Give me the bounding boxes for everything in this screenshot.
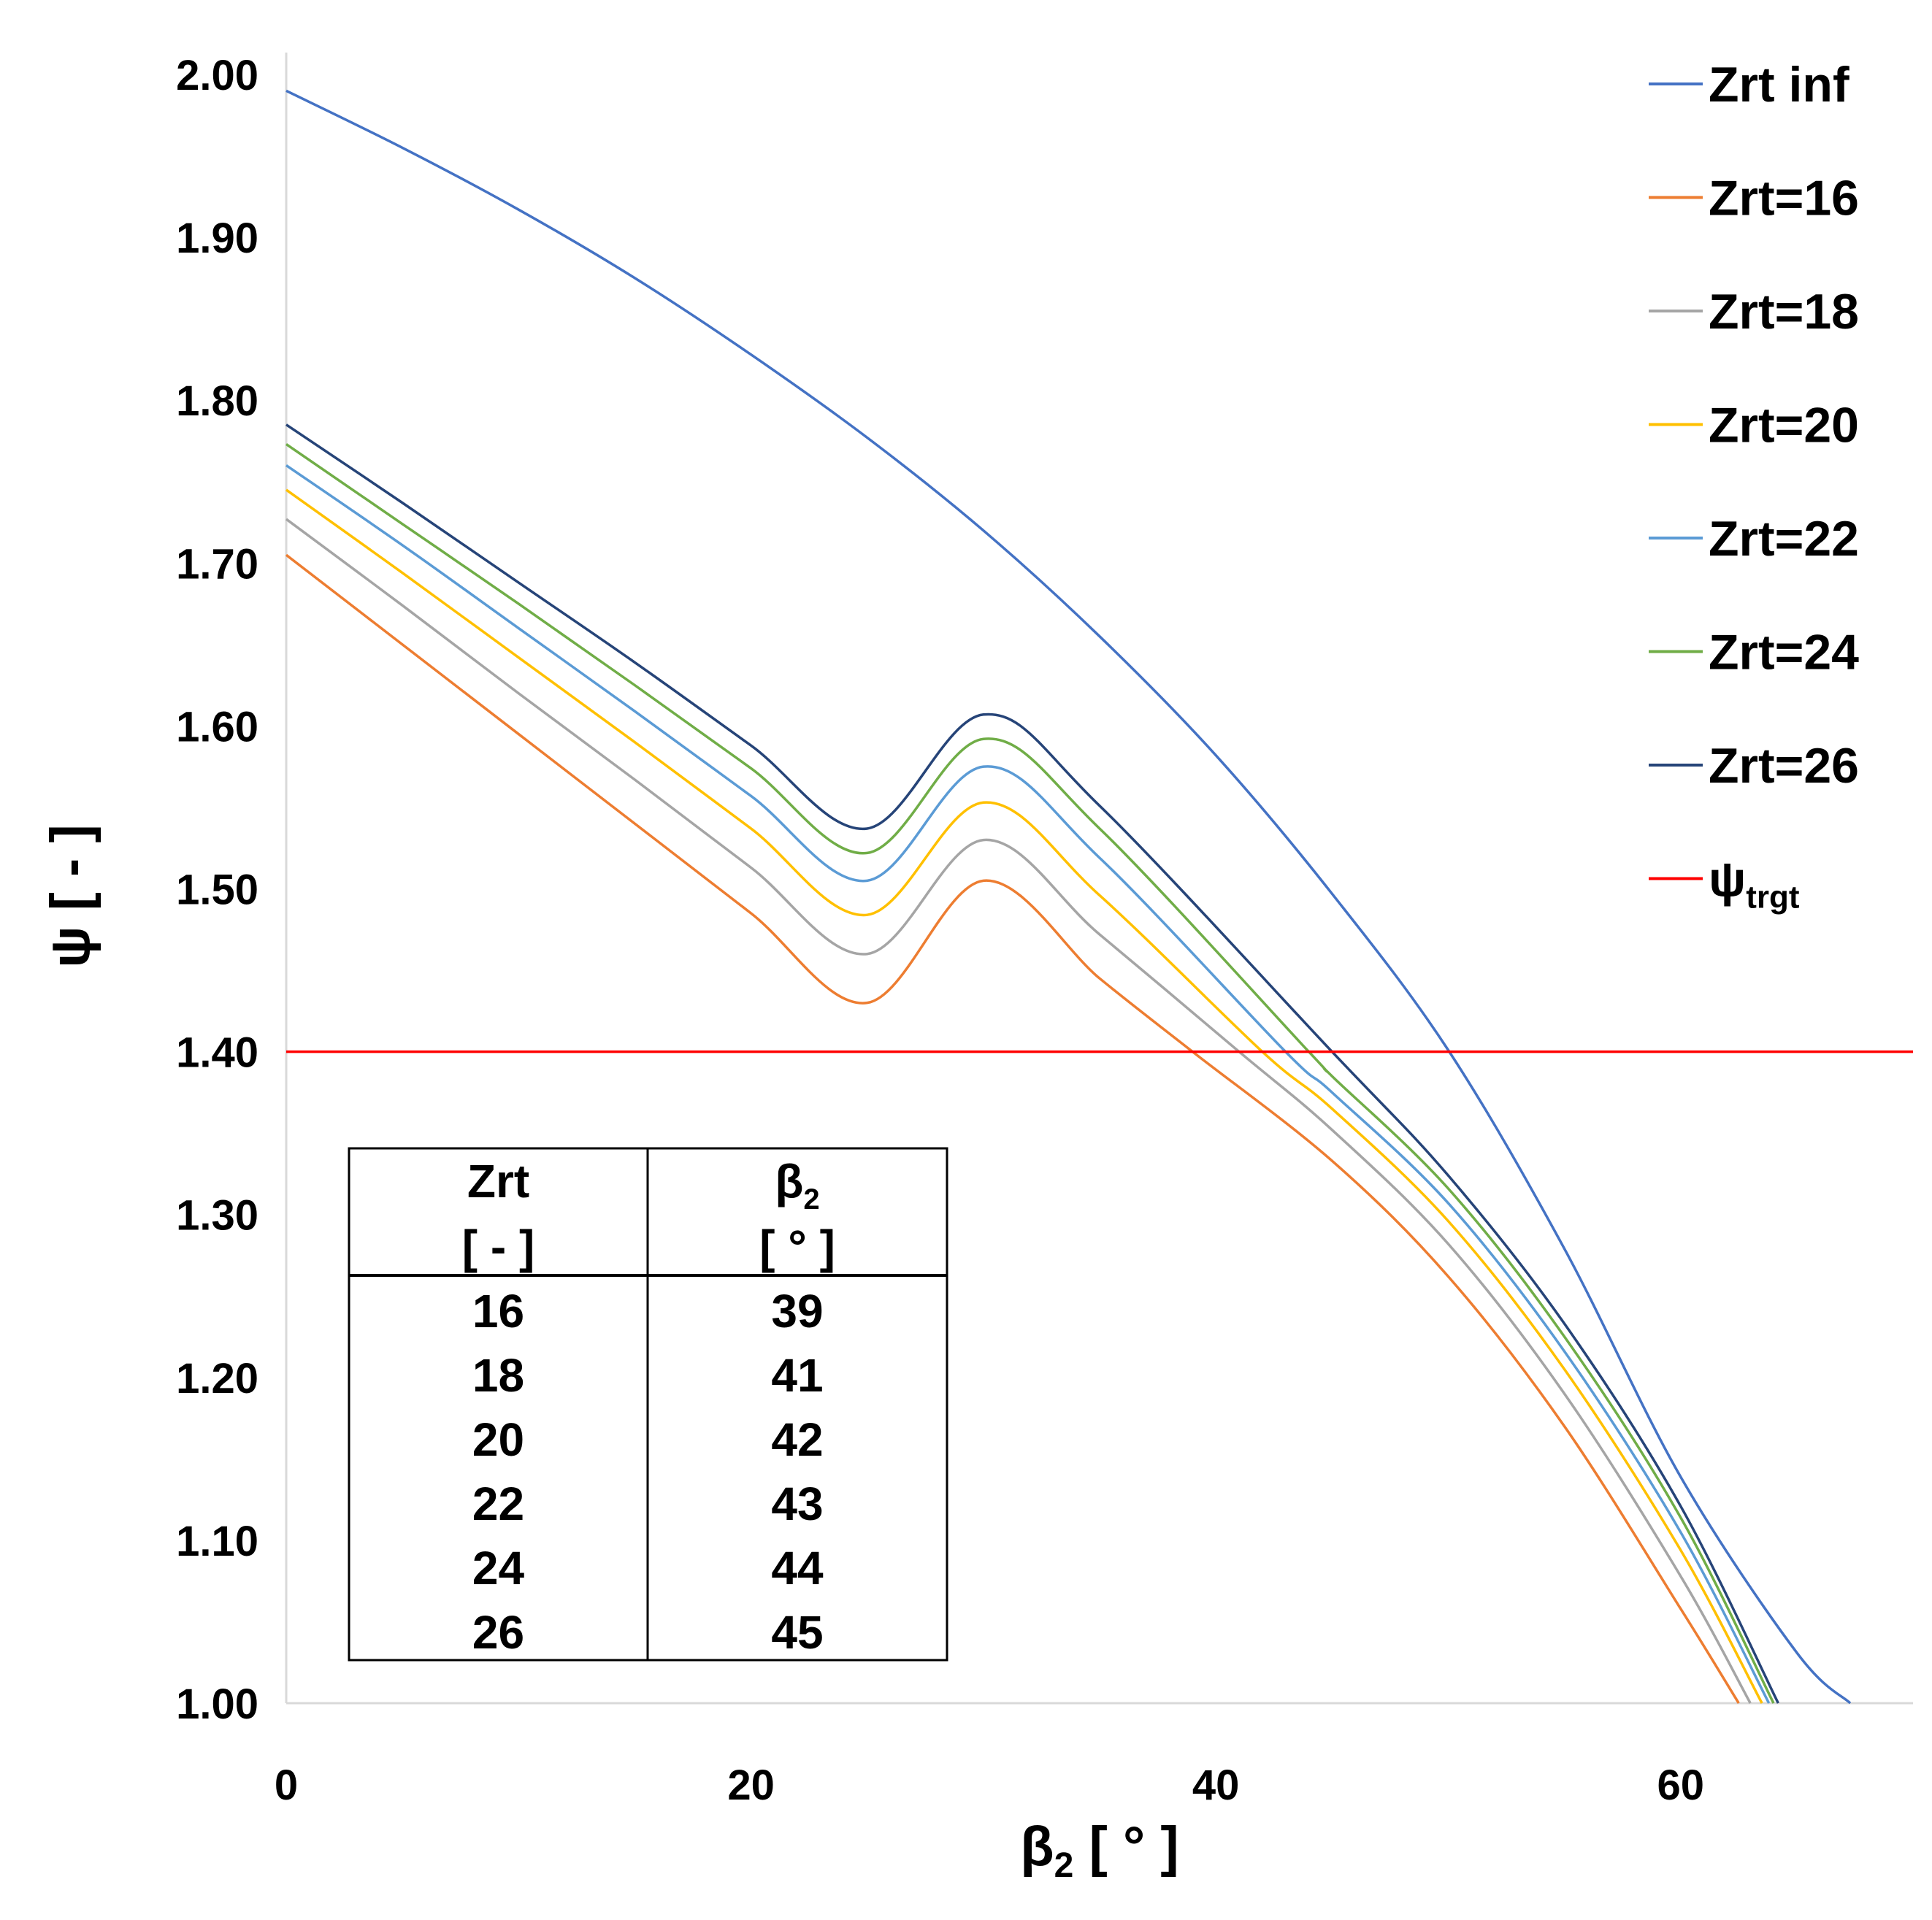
y-tick-label: 1.10 bbox=[176, 1518, 258, 1565]
inset-cell-beta2: 43 bbox=[771, 1478, 823, 1530]
inset-cell-beta2: 39 bbox=[771, 1285, 823, 1337]
inset-cell-zrt: 26 bbox=[472, 1606, 524, 1659]
y-tick-label: 1.00 bbox=[176, 1681, 258, 1728]
x-tick-label: 0 bbox=[275, 1762, 298, 1809]
inset-cell-zrt: 20 bbox=[472, 1413, 524, 1466]
inset-header-label: Zrt bbox=[467, 1155, 529, 1207]
x-tick-label: 60 bbox=[1657, 1762, 1704, 1809]
y-tick-label: 1.90 bbox=[176, 215, 258, 262]
x-tick-label: 40 bbox=[1192, 1762, 1240, 1809]
y-tick-label: 1.20 bbox=[176, 1355, 258, 1402]
chart-legend: Zrt inf Zrt=16 Zrt=18 Zrt=20 Zrt=22 Zrt=24 Zrt… bbox=[1649, 57, 1859, 915]
chart-axes: 1.00 1.10 1.20 1.30 1.40 1.50 1.60 1.70 1.80 1.90… bbox=[39, 52, 1913, 1885]
inset-cell-beta2: 42 bbox=[771, 1413, 823, 1466]
inset-cell-zrt: 22 bbox=[472, 1478, 524, 1530]
x-axis-title: β2 [ ° ] bbox=[1020, 1816, 1178, 1885]
y-tick-label: 1.40 bbox=[176, 1029, 258, 1077]
y-tick-label: 1.50 bbox=[176, 867, 258, 914]
y-tick-label: 2.00 bbox=[176, 52, 258, 99]
inset-cell-zrt: 16 bbox=[472, 1285, 524, 1337]
legend-label: Zrt=16 bbox=[1709, 171, 1859, 226]
series-line-zrt-16 bbox=[285, 553, 1740, 1704]
series-line-zrt-22 bbox=[285, 464, 1771, 1704]
y-tick-label: 1.60 bbox=[176, 703, 258, 750]
legend-label: Zrt=18 bbox=[1709, 284, 1859, 339]
inset-header-unit: [ ° ] bbox=[759, 1221, 835, 1273]
series-line-zrt-inf bbox=[285, 89, 1852, 1705]
legend-label: ψtrgt bbox=[1709, 852, 1800, 915]
legend-label: Zrt=24 bbox=[1709, 625, 1859, 680]
legend-label: Zrt=26 bbox=[1709, 738, 1859, 794]
inset-cell-beta2: 44 bbox=[771, 1542, 824, 1594]
legend-label: Zrt inf bbox=[1709, 57, 1849, 112]
y-tick-label: 1.30 bbox=[176, 1192, 258, 1240]
inset-header-unit: [ - ] bbox=[462, 1221, 535, 1273]
legend-label: Zrt=20 bbox=[1709, 398, 1859, 453]
x-tick-label: 20 bbox=[727, 1762, 775, 1809]
legend-label: Zrt=22 bbox=[1709, 511, 1859, 567]
chart-series-lines bbox=[285, 89, 1913, 1705]
inset-table: Zrt [ - ] β2[ ° ] 16 39 18 41 20 42 22 43 24 44 26 45 bbox=[348, 1147, 948, 1662]
y-tick-label: 1.70 bbox=[176, 540, 258, 588]
inset-cell-zrt: 18 bbox=[472, 1349, 524, 1402]
series-line-zrt-20 bbox=[285, 488, 1763, 1704]
series-line-zrt-18 bbox=[285, 518, 1752, 1704]
y-axis-title: ψ [ - ] bbox=[39, 824, 101, 968]
y-tick-label: 1.80 bbox=[176, 377, 258, 425]
series-line-zrt-26 bbox=[285, 423, 1779, 1704]
inset-cell-beta2: 41 bbox=[771, 1349, 823, 1402]
series-line-zrt-24 bbox=[285, 442, 1775, 1704]
inset-header-label: β2 bbox=[775, 1155, 819, 1216]
inset-cell-zrt: 24 bbox=[472, 1542, 525, 1594]
inset-cell-beta2: 45 bbox=[771, 1606, 823, 1659]
